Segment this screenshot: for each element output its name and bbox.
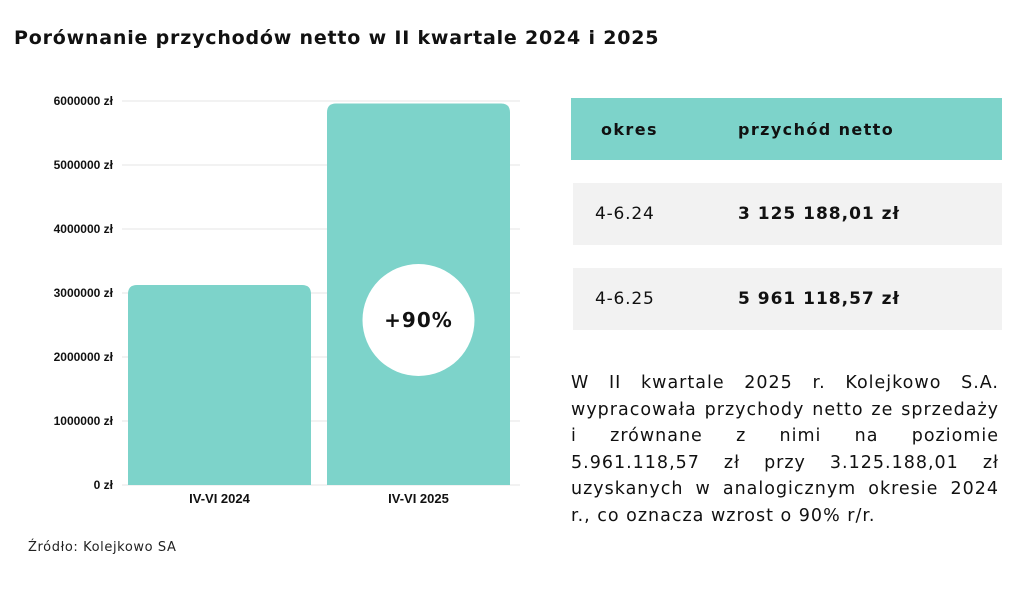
row-revenue: 3 125 188,01 zł — [738, 204, 900, 224]
bar — [128, 284, 311, 485]
x-tick-label: IV-VI 2024 — [189, 491, 250, 506]
description-text: W II kwartale 2025 r. Kolejkowo S.A. wyp… — [571, 373, 999, 526]
y-tick-label: 2000000 zł — [54, 350, 114, 364]
bar-chart: 0 zł 1000000 zł 2000000 zł 3000000 zł 400000… — [54, 94, 520, 506]
source-note: Źródło: Kolejkowo SA — [28, 540, 177, 555]
table-row: 4-6.25 5 961 118,57 zł — [573, 268, 1002, 330]
table-row: 4-6.24 3 125 188,01 zł — [573, 183, 1002, 245]
y-tick-label: 4000000 zł — [54, 222, 114, 236]
y-tick-label: 3000000 zł — [54, 286, 114, 300]
row-period: 4-6.25 — [595, 289, 655, 309]
header-period: okres — [601, 119, 658, 139]
table-header: okres przychód netto — [571, 98, 1002, 160]
revenue-table: okres przychód netto 4-6.24 3 125 188,01… — [571, 98, 1002, 330]
growth-badge-circle — [362, 264, 475, 376]
header-revenue: przychód netto — [738, 119, 895, 139]
chart-title: Porównanie przychodów netto w II kwartal… — [14, 27, 660, 49]
row-period: 4-6.24 — [595, 204, 655, 224]
y-tick-label: 1000000 zł — [54, 414, 114, 428]
y-tick-label: 6000000 zł — [54, 94, 114, 108]
y-tick-label: 0 zł — [94, 478, 114, 492]
y-tick-label: 5000000 zł — [54, 158, 114, 172]
row-revenue: 5 961 118,57 zł — [738, 289, 900, 309]
growth-annotation: +90% — [384, 308, 453, 332]
x-tick-label: IV-VI 2025 — [388, 491, 449, 506]
